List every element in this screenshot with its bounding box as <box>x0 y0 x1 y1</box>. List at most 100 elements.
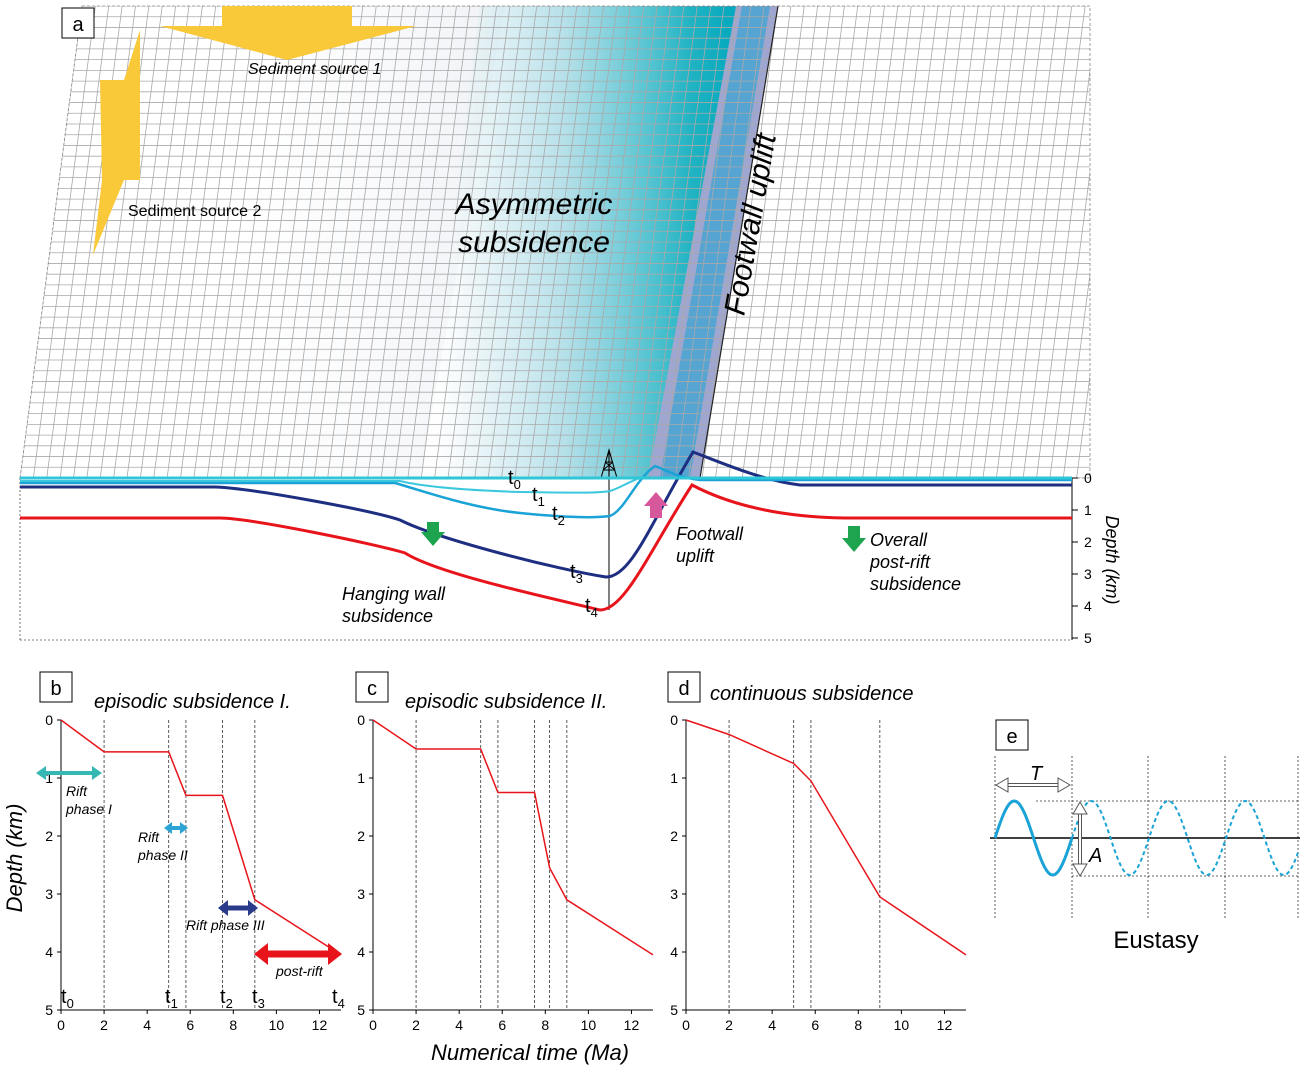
x-tick-label: 4 <box>143 1017 151 1033</box>
sediment-source-1-label: Sediment source 1 <box>248 61 381 78</box>
rift-phase-3-label: Rift phase III <box>186 917 265 933</box>
depth-tick-a: 2 <box>1084 534 1092 550</box>
svg-text:t0: t0 <box>61 986 74 1011</box>
y-tick-label: 3 <box>357 886 365 902</box>
x-tick-label: 2 <box>725 1017 733 1033</box>
post-rift-arrow <box>254 943 342 965</box>
period-arrow <box>995 777 1071 793</box>
x-tick-label: 12 <box>937 1017 953 1033</box>
x-tick-label: 0 <box>57 1017 65 1033</box>
hanging-wall-label-line2: subsidence <box>342 606 433 626</box>
rift-phase-3-arrow <box>218 900 258 916</box>
x-tick-label: 2 <box>412 1017 420 1033</box>
asymmetric-label-line2: subsidence <box>458 226 610 259</box>
amplitude-label: A <box>1088 845 1102 867</box>
x-tick-label: 8 <box>541 1017 549 1033</box>
hanging-wall-subsidence-arrow <box>421 522 445 546</box>
rift-phase-1-arrow <box>36 766 102 780</box>
overall-label-line2: post-rift <box>869 552 931 572</box>
x-tick-label: 10 <box>581 1017 597 1033</box>
y-tick-label: 5 <box>357 1002 365 1018</box>
x-tick-label: 8 <box>854 1017 862 1033</box>
post-rift-subsidence-arrow <box>842 526 866 552</box>
y-tick-label: 2 <box>357 828 365 844</box>
x-tick-label: 4 <box>768 1017 776 1033</box>
subsidence-curve <box>685 719 967 956</box>
svg-text:t3: t3 <box>252 986 265 1011</box>
overall-label-line1: Overall <box>870 530 928 550</box>
x-tick-label: 0 <box>682 1017 690 1033</box>
y-tick-label: 4 <box>670 944 678 960</box>
rift-phase-1-label-line1: Rift <box>66 783 88 799</box>
rift-phase-2-arrow <box>164 822 188 834</box>
time-labels-b: t0 t1 t2 t3 t4 <box>61 986 345 1011</box>
well-icon <box>600 447 618 479</box>
rift-phase-2-label-line2: phase II <box>137 847 188 863</box>
sediment-arrow-1 <box>160 6 416 60</box>
rift-phase-2-label-line1: Rift <box>138 829 160 845</box>
depth-tick-a: 5 <box>1084 630 1092 646</box>
y-tick-label: 5 <box>45 1002 53 1018</box>
y-tick-label: 0 <box>45 712 53 728</box>
x-tick-label: 0 <box>369 1017 377 1033</box>
hanging-wall-label-line1: Hanging wall <box>342 584 446 604</box>
y-tick-label: 3 <box>670 886 678 902</box>
subsidence-curve <box>60 719 342 956</box>
overall-label-line3: subsidence <box>870 574 961 594</box>
time-label-t2: t2 <box>552 503 565 528</box>
period-label: T <box>1030 763 1044 785</box>
eustasy-curve <box>993 799 1299 877</box>
y-tick-label: 4 <box>45 944 53 960</box>
time-label-t4: t4 <box>585 595 598 620</box>
panel-d-title: continuous subsidence <box>710 683 913 705</box>
post-rift-label: post-rift <box>275 963 324 979</box>
x-tick-label: 4 <box>455 1017 463 1033</box>
sediment-source-2-label: Sediment source 2 <box>128 203 262 220</box>
time-label-t3: t3 <box>570 561 583 586</box>
depth-tick-a: 0 <box>1084 470 1092 486</box>
x-tick-label: 6 <box>498 1017 506 1033</box>
x-tick-label: 12 <box>312 1017 328 1033</box>
y-tick-label: 0 <box>357 712 365 728</box>
y-tick-label: 1 <box>670 770 678 786</box>
svg-text:t1: t1 <box>165 986 178 1011</box>
depth-tick-a: 3 <box>1084 566 1092 582</box>
horizon-t3 <box>20 450 1072 579</box>
y-tick-label: 5 <box>670 1002 678 1018</box>
y-tick-label: 0 <box>670 712 678 728</box>
depth-tick-a: 1 <box>1084 502 1092 518</box>
y-tick-label: 4 <box>357 944 365 960</box>
horizon-t2 <box>20 464 1072 519</box>
time-label-t0: t0 <box>508 467 521 492</box>
panel-letter-d: d <box>678 678 689 700</box>
depth-tick-a: 4 <box>1084 598 1092 614</box>
y-tick-label: 1 <box>45 770 53 786</box>
eustasy-caption: Eustasy <box>1113 927 1198 954</box>
footwall-label-line2: uplift <box>676 546 715 566</box>
panel-letter-e: e <box>1006 726 1017 748</box>
x-tick-label: 6 <box>811 1017 819 1033</box>
amplitude-arrow <box>1072 801 1088 877</box>
panel-b-title: episodic subsidence I. <box>94 691 291 713</box>
perspective-grid <box>20 6 1090 478</box>
panel-a: 0 1 2 3 4 5 Depth (km) Sediment source 1 Sedi… <box>19 5 1122 646</box>
x-tick-label: 12 <box>624 1017 640 1033</box>
depth-axis-label-a: Depth (km) <box>1102 515 1122 604</box>
panel-letter-a: a <box>72 14 84 36</box>
x-tick-label: 2 <box>100 1017 108 1033</box>
footwall-uplift-arrow <box>644 492 668 518</box>
depth-axis-a: 0 1 2 3 4 5 <box>1072 470 1092 646</box>
panel-letter-b: b <box>50 678 61 700</box>
svg-text:t4: t4 <box>332 986 345 1011</box>
horizon-t4 <box>20 483 1072 612</box>
panel-e: e T A Eustasy <box>990 719 1300 954</box>
x-tick-label: 10 <box>269 1017 285 1033</box>
y-tick-label: 1 <box>357 770 365 786</box>
svg-text:t2: t2 <box>220 986 233 1011</box>
eustasy-cycle-solid <box>993 799 1074 877</box>
panel-c-title: episodic subsidence II. <box>405 691 607 713</box>
x-tick-label: 8 <box>229 1017 237 1033</box>
